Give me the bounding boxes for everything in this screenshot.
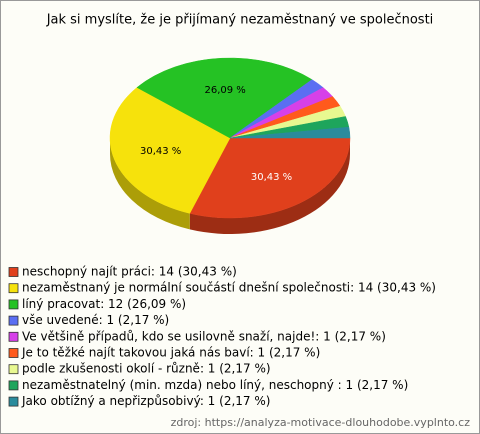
- legend-swatch: [8, 283, 19, 294]
- value-label: 30,43 %: [140, 146, 181, 157]
- legend-label: nezaměstnatelný (min. mzda) nebo líný, n…: [22, 378, 408, 392]
- legend-swatch: [8, 348, 19, 358]
- legend-swatch: [8, 364, 19, 375]
- legend-label: nezaměstnaný je normální součástí dnešní…: [22, 281, 436, 295]
- slice: [229, 126, 351, 139]
- slice: [109, 87, 231, 214]
- slice: [189, 137, 351, 219]
- legend-swatch: [8, 331, 19, 342]
- source: zdroj: https://analyza-motivace-dlouhodo…: [171, 416, 471, 429]
- legend-swatch: [8, 396, 19, 407]
- legend-label: líný pracovat: 12 (26,09 %): [22, 297, 186, 311]
- legend-swatch: [8, 267, 19, 277]
- slice-side: [189, 138, 350, 235]
- slice-side: [109, 138, 190, 230]
- legend-label: Ve většině případů, kdo se usilovně snaž…: [22, 329, 386, 343]
- legend-label: neschopný najít práci: 14 (30,43 %): [22, 265, 237, 279]
- legend-swatch: [8, 315, 19, 326]
- legend-swatch: [8, 299, 19, 310]
- legend-label: Je to těžké najít takovou jaká nás baví:…: [21, 346, 320, 360]
- legend-swatch: [8, 380, 19, 391]
- legend-label: podle zkušenosti okolí - různě: 1 (2,17 …: [22, 362, 271, 376]
- legend-label: Jako obtížný a nepřizpůsobivý: 1 (2,17 %…: [21, 394, 270, 408]
- legend-label: vše uvedené: 1 (2,17 %): [22, 313, 169, 327]
- slice: [136, 57, 313, 139]
- value-label: 30,43 %: [251, 172, 292, 183]
- value-label: 26,09 %: [204, 85, 245, 96]
- chart-title: Jak si myslíte, že je přijímaný nezaměst…: [46, 13, 434, 28]
